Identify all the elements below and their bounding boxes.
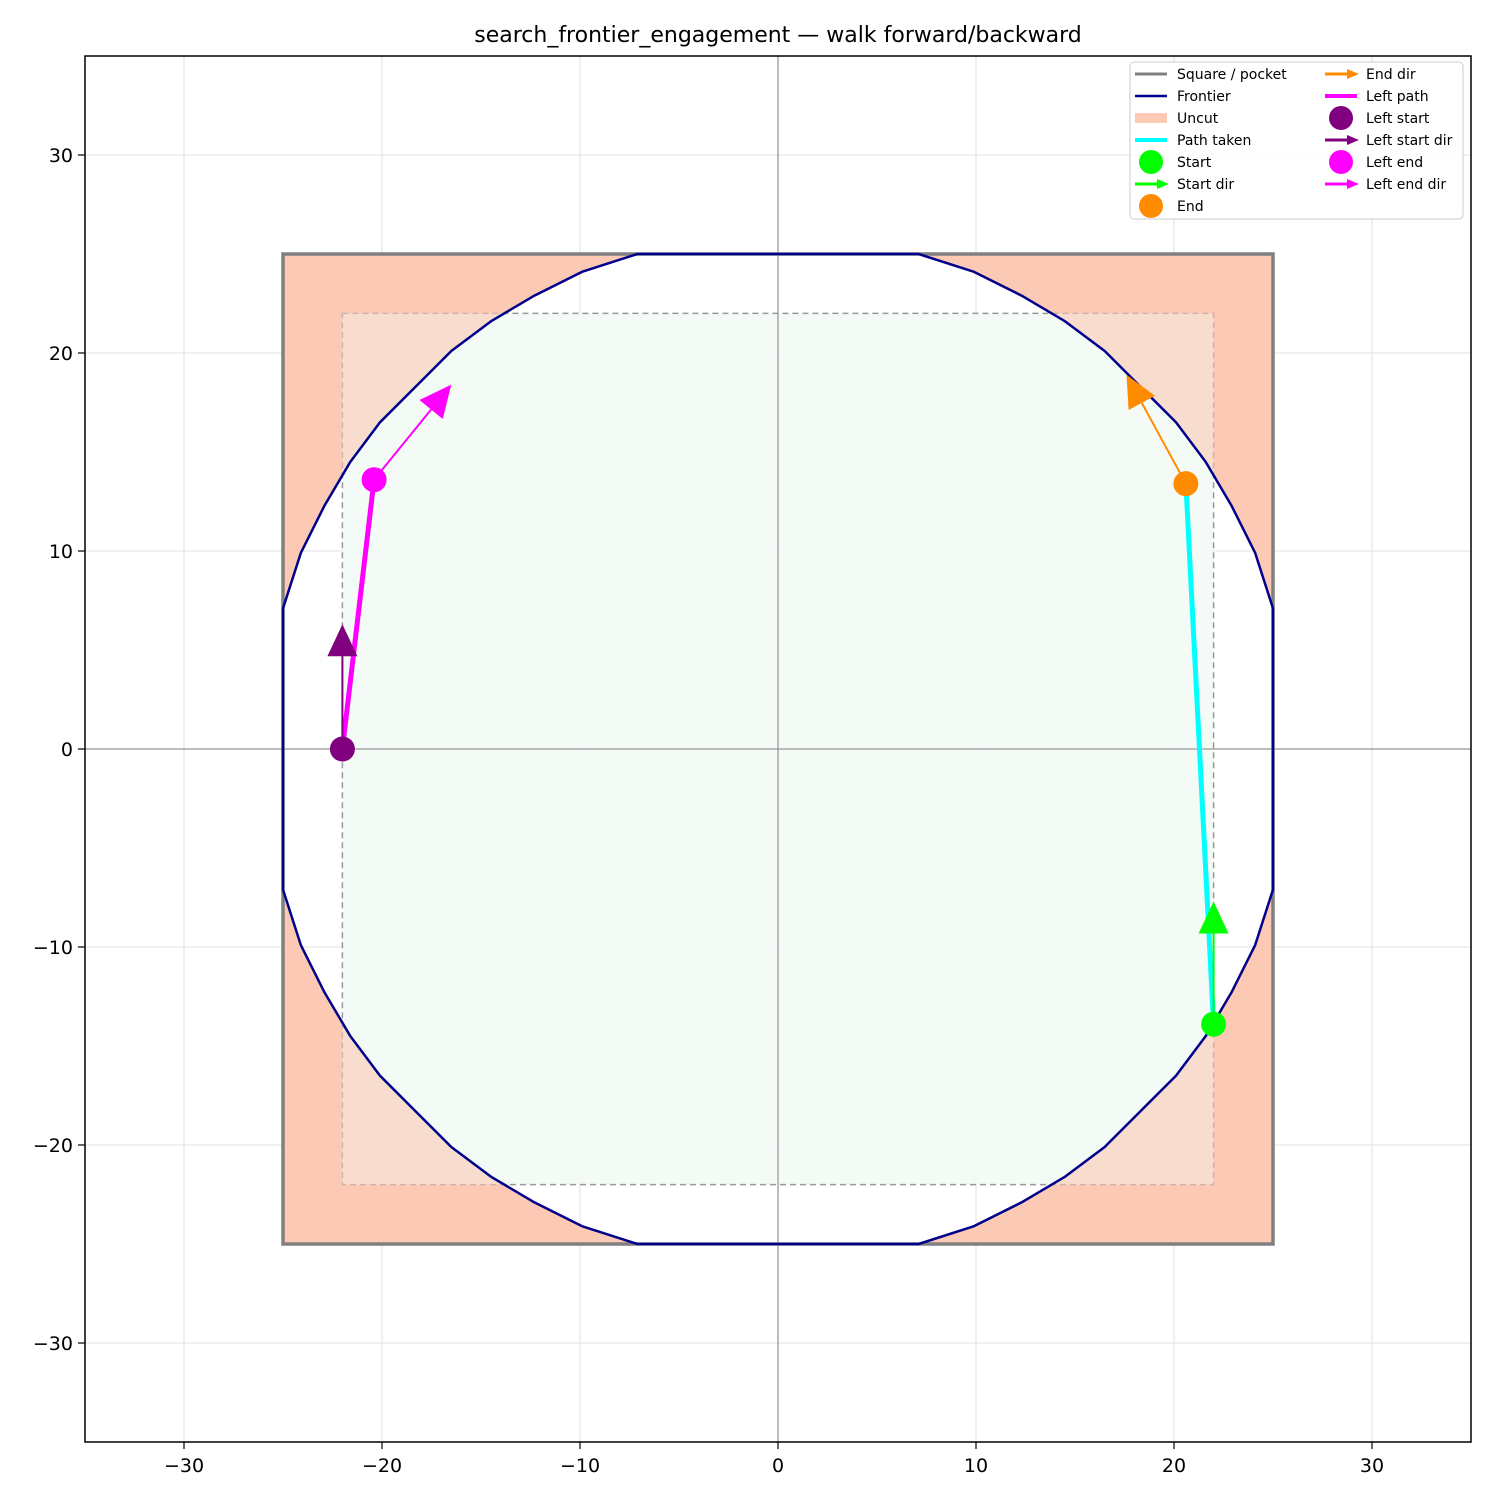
chart-title: search_frontier_engagement — walk forwar… bbox=[474, 23, 1082, 48]
x-tick-label: 10 bbox=[964, 1455, 988, 1477]
x-tick-label: 30 bbox=[1360, 1455, 1384, 1477]
y-tick-label: 20 bbox=[49, 343, 73, 365]
arrow-shaft bbox=[1140, 402, 1187, 485]
axis-zero-lines bbox=[85, 56, 1471, 1442]
legend-handle-arrow-head bbox=[1347, 69, 1359, 79]
legend-label: Left end bbox=[1366, 155, 1423, 171]
legend-label: Uncut bbox=[1177, 111, 1219, 127]
frontier bbox=[281, 252, 1275, 1246]
arrow-head bbox=[419, 384, 452, 419]
paths bbox=[339, 479, 1217, 1025]
legend-handle-marker bbox=[1329, 150, 1353, 174]
legend-handle-marker bbox=[1329, 106, 1353, 130]
legend-label: Left start dir bbox=[1366, 133, 1453, 149]
square-pocket bbox=[281, 252, 1275, 1246]
arrow-shaft bbox=[373, 408, 432, 481]
legend-label: Left end dir bbox=[1366, 177, 1446, 193]
marker-end bbox=[1173, 471, 1199, 497]
x-tick-label: 20 bbox=[1162, 1455, 1186, 1477]
arrow-end-dir bbox=[1126, 374, 1187, 485]
legend-item: Left start dir bbox=[1325, 133, 1453, 149]
legend-label: Square / pocket bbox=[1177, 67, 1287, 83]
legend-handle-marker bbox=[1139, 194, 1163, 218]
marker-left-start bbox=[329, 736, 355, 762]
y-tick-label: −30 bbox=[33, 1333, 73, 1355]
direction-arrows bbox=[327, 374, 1229, 1025]
frontier-line bbox=[281, 252, 1275, 1246]
arrow-start-dir bbox=[1198, 901, 1229, 1025]
legend-item: Left start bbox=[1329, 106, 1430, 130]
legend-handle-arrow-head bbox=[1157, 179, 1169, 189]
square-outline bbox=[281, 252, 1275, 1246]
y-tick-label: 0 bbox=[61, 739, 73, 761]
legend: Square / pocket Frontier Uncut Path taken St… bbox=[1129, 61, 1464, 220]
legend-item: Left end dir bbox=[1325, 177, 1446, 193]
y-tick-label: 10 bbox=[49, 541, 73, 563]
legend-item: Frontier bbox=[1135, 89, 1231, 105]
legend-label: Start dir bbox=[1177, 177, 1234, 193]
legend-item: End dir bbox=[1325, 67, 1416, 83]
markers bbox=[329, 467, 1227, 1037]
x-tick-label: 0 bbox=[772, 1455, 784, 1477]
legend-box bbox=[1129, 61, 1464, 220]
arrow-head bbox=[327, 624, 358, 657]
legend-label: End dir bbox=[1366, 67, 1416, 83]
arrow-left-start-dir bbox=[327, 624, 358, 749]
arrow-left-end-dir bbox=[373, 384, 452, 481]
legend-item: End bbox=[1139, 194, 1204, 218]
legend-label: End bbox=[1177, 199, 1204, 215]
marker-start bbox=[1201, 1011, 1227, 1037]
legend-label: Path taken bbox=[1177, 133, 1251, 149]
legend-handle-arrow-head bbox=[1347, 135, 1359, 145]
legend-item: Start bbox=[1139, 150, 1212, 174]
legend-item: Left end bbox=[1329, 150, 1423, 174]
legend-handle-arrow-head bbox=[1347, 179, 1359, 189]
legend-label: Start bbox=[1177, 155, 1212, 171]
marker-left-end bbox=[361, 467, 387, 493]
legend-label: Left path bbox=[1366, 89, 1429, 105]
legend-item: Start dir bbox=[1135, 177, 1234, 193]
arrow-head bbox=[1198, 901, 1229, 934]
uncut-overlay bbox=[283, 254, 1273, 1244]
legend-item: Square / pocket bbox=[1135, 67, 1287, 83]
x-tick-label: −30 bbox=[164, 1455, 204, 1477]
arrow-head bbox=[1126, 374, 1155, 411]
legend-handle-patch bbox=[1135, 113, 1167, 123]
legend-item: Left path bbox=[1325, 89, 1429, 105]
legend-label: Frontier bbox=[1177, 89, 1231, 105]
path-taken-line bbox=[1183, 483, 1217, 1025]
legend-label: Left start bbox=[1366, 111, 1430, 127]
x-tick-label: −20 bbox=[362, 1455, 402, 1477]
legend-item: Uncut bbox=[1135, 111, 1219, 127]
y-tick-label: −10 bbox=[33, 937, 73, 959]
y-tick-label: 30 bbox=[49, 145, 73, 167]
legend-item: Path taken bbox=[1135, 133, 1251, 149]
y-tick-label: −20 bbox=[33, 1135, 73, 1157]
left-path-line bbox=[339, 479, 377, 750]
legend-handle-marker bbox=[1139, 150, 1163, 174]
x-tick-label: −10 bbox=[560, 1455, 600, 1477]
tick-labels: −30 −20 −10 0 10 20 30 −30 −20 −10 0 10 20 30 bbox=[33, 145, 1384, 1477]
